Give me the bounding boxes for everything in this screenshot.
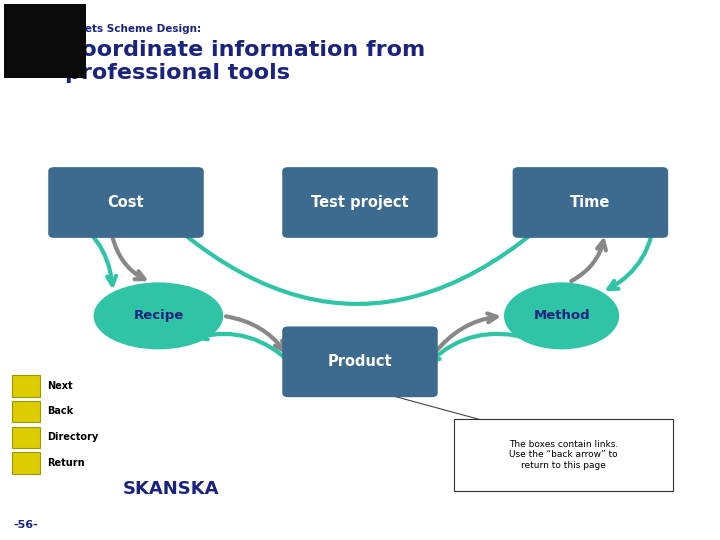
Text: Next: Next	[48, 381, 73, 391]
FancyBboxPatch shape	[513, 167, 668, 238]
FancyBboxPatch shape	[12, 452, 40, 474]
Text: Product: Product	[328, 354, 392, 369]
Text: Cost: Cost	[108, 195, 144, 210]
FancyBboxPatch shape	[12, 375, 40, 397]
FancyBboxPatch shape	[282, 326, 438, 397]
FancyBboxPatch shape	[454, 418, 673, 491]
FancyBboxPatch shape	[12, 427, 40, 448]
Text: Directory: Directory	[48, 433, 99, 442]
Text: The boxes contain links.
Use the “back arrow” to
return to this page: The boxes contain links. Use the “back a…	[509, 440, 618, 470]
Ellipse shape	[94, 282, 223, 349]
Text: Return: Return	[48, 458, 85, 468]
FancyBboxPatch shape	[12, 401, 40, 422]
Text: Method: Method	[534, 309, 590, 322]
Text: Facets Scheme Design:: Facets Scheme Design:	[65, 24, 201, 35]
FancyBboxPatch shape	[48, 167, 204, 238]
Text: SKANSKA: SKANSKA	[122, 480, 219, 498]
Ellipse shape	[504, 282, 619, 349]
Text: Coordinate information from
professional tools: Coordinate information from professional…	[65, 40, 425, 83]
Text: Recipe: Recipe	[133, 309, 184, 322]
Text: -56-: -56-	[13, 520, 37, 530]
FancyBboxPatch shape	[282, 167, 438, 238]
Text: Back: Back	[48, 407, 73, 416]
Text: Test project: Test project	[311, 195, 409, 210]
Text: Time: Time	[570, 195, 611, 210]
